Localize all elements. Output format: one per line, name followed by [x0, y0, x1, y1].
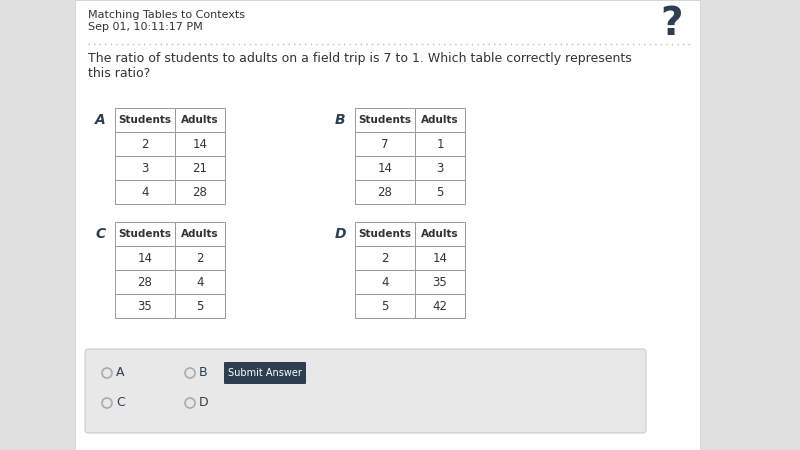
Text: 1: 1 — [436, 138, 444, 150]
Bar — [415, 132, 465, 156]
Bar — [415, 246, 465, 270]
Bar — [175, 108, 225, 132]
Bar — [355, 246, 415, 270]
Text: C: C — [95, 227, 105, 241]
Text: Submit Answer: Submit Answer — [228, 368, 302, 378]
Text: Students: Students — [118, 229, 171, 239]
Text: Sep 01, 10:11:17 PM: Sep 01, 10:11:17 PM — [88, 22, 202, 32]
Text: 2: 2 — [142, 138, 149, 150]
Bar — [355, 270, 415, 294]
FancyBboxPatch shape — [224, 362, 306, 384]
Text: Students: Students — [358, 115, 411, 125]
Text: Adults: Adults — [181, 115, 219, 125]
Bar — [115, 108, 175, 132]
Bar — [175, 246, 225, 270]
Bar — [175, 222, 225, 246]
Bar — [355, 156, 415, 180]
Bar — [415, 108, 465, 132]
Text: 2: 2 — [382, 252, 389, 265]
Text: Adults: Adults — [421, 115, 459, 125]
Text: ?: ? — [660, 5, 682, 43]
Text: 4: 4 — [142, 185, 149, 198]
Bar — [115, 246, 175, 270]
Text: 7: 7 — [382, 138, 389, 150]
Text: 3: 3 — [436, 162, 444, 175]
Bar — [115, 222, 175, 246]
Bar — [75, 0, 700, 450]
Bar — [175, 294, 225, 318]
Bar — [175, 270, 225, 294]
Text: 14: 14 — [433, 252, 447, 265]
Bar — [355, 222, 415, 246]
Text: 4: 4 — [382, 275, 389, 288]
Text: B: B — [199, 366, 208, 379]
Text: 5: 5 — [382, 300, 389, 312]
Bar — [175, 132, 225, 156]
Text: 5: 5 — [436, 185, 444, 198]
Bar — [415, 222, 465, 246]
Text: 3: 3 — [142, 162, 149, 175]
Bar — [415, 156, 465, 180]
Bar — [355, 180, 415, 204]
Bar — [415, 180, 465, 204]
Text: 14: 14 — [378, 162, 393, 175]
Bar — [355, 108, 415, 132]
Text: B: B — [335, 113, 346, 127]
Bar — [355, 294, 415, 318]
Text: A: A — [116, 366, 125, 379]
Text: A: A — [95, 113, 106, 127]
Text: 4: 4 — [196, 275, 204, 288]
FancyBboxPatch shape — [85, 349, 646, 433]
Bar — [115, 156, 175, 180]
Text: D: D — [335, 227, 346, 241]
Text: 28: 28 — [138, 275, 153, 288]
Text: Students: Students — [118, 115, 171, 125]
Bar — [175, 180, 225, 204]
Bar — [115, 294, 175, 318]
Bar — [115, 270, 175, 294]
Text: Adults: Adults — [181, 229, 219, 239]
Text: D: D — [199, 396, 209, 410]
Bar — [115, 132, 175, 156]
Bar — [115, 180, 175, 204]
Text: Adults: Adults — [421, 229, 459, 239]
Text: 2: 2 — [196, 252, 204, 265]
Bar — [415, 294, 465, 318]
Bar — [175, 156, 225, 180]
Text: The ratio of students to adults on a field trip is 7 to 1. Which table correctly: The ratio of students to adults on a fie… — [88, 52, 632, 80]
Text: 35: 35 — [138, 300, 152, 312]
Text: 14: 14 — [193, 138, 207, 150]
Text: 28: 28 — [193, 185, 207, 198]
Bar — [355, 132, 415, 156]
Bar — [415, 270, 465, 294]
Text: 14: 14 — [138, 252, 153, 265]
Text: 5: 5 — [196, 300, 204, 312]
Text: 28: 28 — [378, 185, 393, 198]
Text: C: C — [116, 396, 125, 410]
Text: 35: 35 — [433, 275, 447, 288]
Text: Students: Students — [358, 229, 411, 239]
Text: Matching Tables to Contexts: Matching Tables to Contexts — [88, 10, 245, 20]
Text: 21: 21 — [193, 162, 207, 175]
Text: 42: 42 — [433, 300, 447, 312]
